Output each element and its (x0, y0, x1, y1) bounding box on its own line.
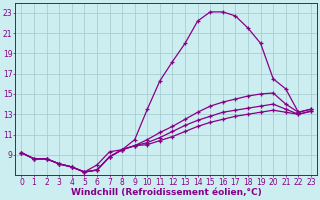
X-axis label: Windchill (Refroidissement éolien,°C): Windchill (Refroidissement éolien,°C) (71, 188, 261, 197)
